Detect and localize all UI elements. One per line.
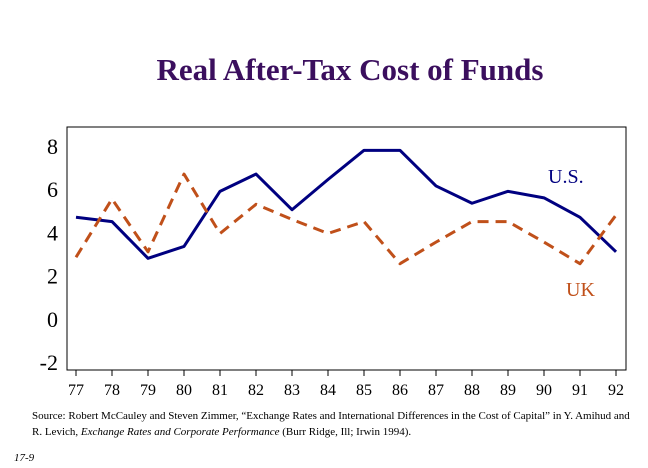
x-tick-label: 92 (608, 382, 624, 399)
source-note: Source: Robert McCauley and Steven Zimme… (32, 408, 632, 440)
page-number: 17-9 (14, 452, 35, 464)
y-tick-label: 6 (47, 177, 58, 202)
series-label-us: U.S. (548, 166, 584, 188)
y-tick-label: -2 (40, 350, 58, 375)
x-tick-label: 86 (392, 382, 408, 399)
plot-frame (66, 126, 627, 371)
x-tick-label: 79 (140, 382, 156, 399)
x-tick-label: 90 (536, 382, 552, 399)
source-suffix: (Burr Ridge, Ill; Irwin 1994). (279, 426, 412, 438)
x-tick-label: 82 (248, 382, 264, 399)
x-tick-label: 83 (284, 382, 300, 399)
y-tick-label: 8 (47, 134, 58, 159)
x-tick-label: 89 (500, 382, 516, 399)
x-tick-label: 77 (68, 382, 84, 399)
x-tick-label: 91 (572, 382, 588, 399)
x-tick-label: 81 (212, 382, 228, 399)
series-line-uk (74, 172, 618, 266)
source-book: Exchange Rates and Corporate Performance (80, 426, 280, 438)
x-tick-label: 85 (356, 382, 372, 399)
y-tick-label: 2 (47, 264, 58, 289)
x-tick-label: 84 (320, 382, 336, 399)
series-line-us (75, 148, 618, 260)
x-tick-label: 88 (464, 382, 480, 399)
y-tick-label: 0 (47, 307, 58, 332)
x-tick-label: 80 (176, 382, 192, 399)
y-tick-label: 4 (47, 220, 58, 245)
chart-title: Real After-Tax Cost of Funds (156, 52, 544, 87)
series-label-uk: UK (566, 279, 595, 301)
source-prefix: Source: Robert McCauley and Steven Zimme… (32, 410, 630, 438)
x-tick-label: 78 (104, 382, 120, 399)
x-tick-label: 87 (428, 382, 444, 399)
